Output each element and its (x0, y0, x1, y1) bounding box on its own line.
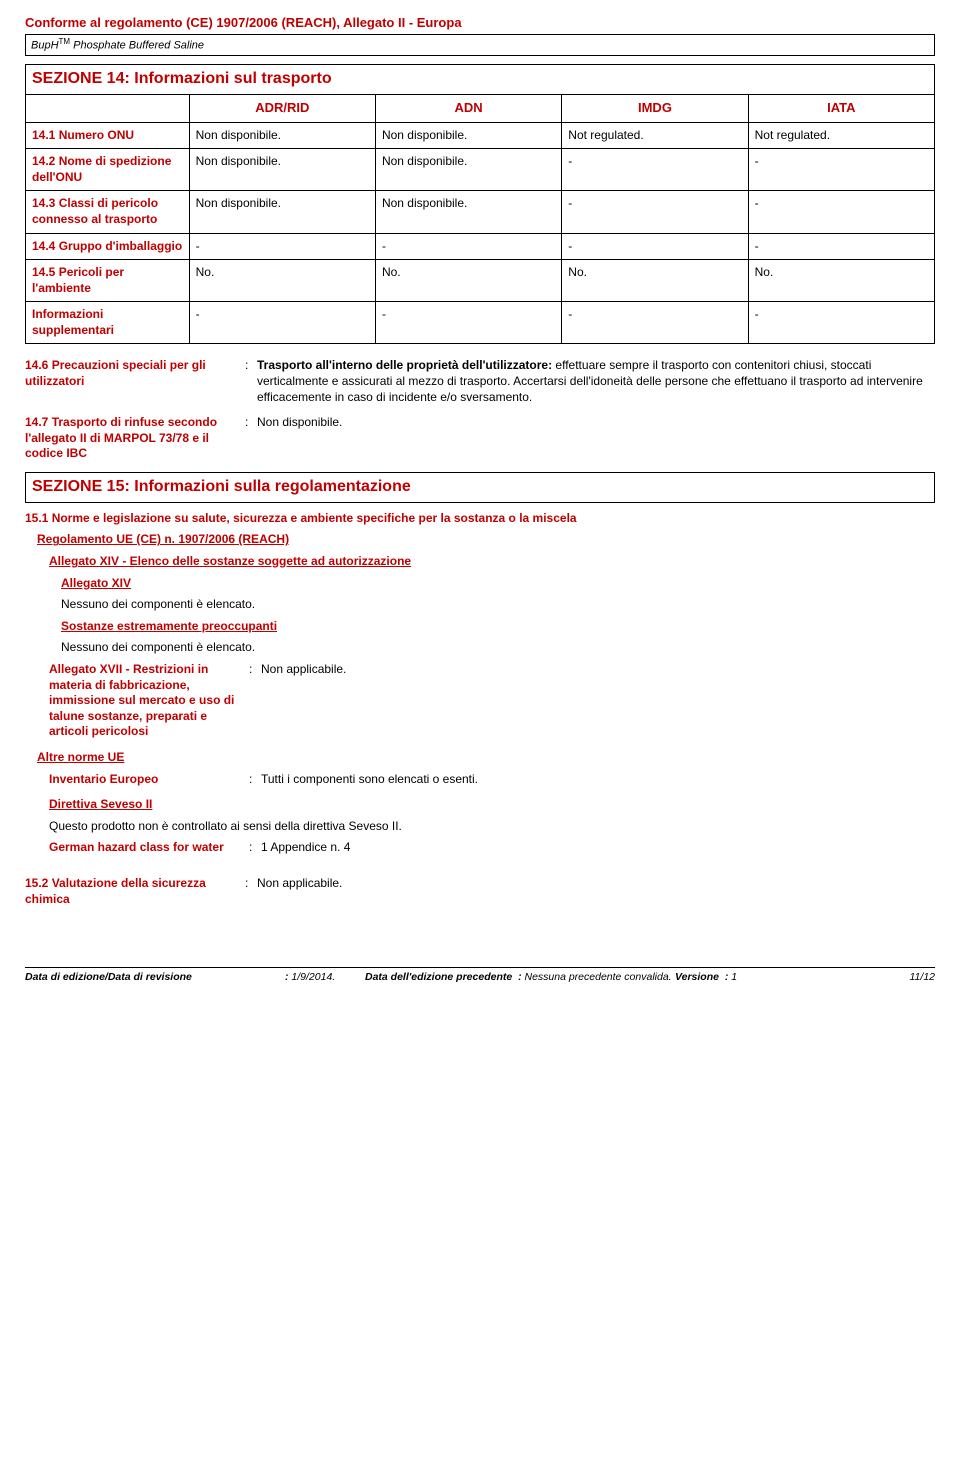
kv-value: Non disponibile. (257, 415, 935, 462)
page-footer: Data di edizione/Data di revisione : 1/9… (25, 967, 935, 985)
kv-colon: : (245, 876, 257, 907)
cell: No. (189, 260, 375, 302)
footer-val: Nessuna precedente convalida. (524, 971, 671, 983)
altre-norme-ue: Altre norme UE (37, 750, 935, 766)
allegato-17-label: Allegato XVII - Restrizioni in materia d… (49, 662, 234, 738)
cell: Non disponibile. (189, 122, 375, 149)
kv-label: Inventario Europeo (49, 772, 249, 788)
kv-colon: : (245, 415, 257, 462)
footer-version: Versione : 1 (675, 971, 815, 985)
seveso-text: Questo prodotto non è controllato ai sen… (49, 819, 935, 835)
kv-14-6: 14.6 Precauzioni speciali per gli utiliz… (25, 358, 935, 405)
footer-date-value: : 1/9/2014. (285, 971, 365, 985)
kv-15-2: 15.2 Valutazione della sicurezza chimica… (25, 876, 935, 907)
table-row: 14.5 Pericoli per l'ambiente No. No. No.… (26, 260, 935, 302)
cell: - (189, 233, 375, 260)
product-name-box: BupHTM Phosphate Buffered Saline (25, 34, 935, 56)
th-imdg: IMDG (562, 94, 748, 122)
row-label: 14.1 Numero ONU (26, 122, 190, 149)
footer-label: Versione (675, 971, 719, 983)
kv-label: 14.7 Trasporto di rinfuse secondo l'alle… (25, 415, 245, 462)
footer-edition-date: Data di edizione/Data di revisione (25, 971, 285, 985)
kv-label: German hazard class for water (49, 840, 249, 856)
row-label: 14.3 Classi di pericolo connesso al tras… (26, 191, 190, 233)
kv-colon: : (249, 662, 261, 740)
table-header-row: ADR/RID ADN IMDG IATA (26, 94, 935, 122)
footer-page: 11/12 (815, 971, 935, 985)
kv-allegato-17: Allegato XVII - Restrizioni in materia d… (49, 662, 935, 740)
product-suffix: Phosphate Buffered Saline (70, 40, 204, 52)
section-14-title: SEZIONE 14: Informazioni sul trasporto (25, 64, 935, 94)
cell: Not regulated. (748, 122, 934, 149)
row-label: 14.5 Pericoli per l'ambiente (26, 260, 190, 302)
cell: - (748, 149, 934, 191)
footer-val: 1 (731, 971, 737, 983)
kv-german: German hazard class for water : 1 Append… (49, 840, 935, 856)
th-adr: ADR/RID (189, 94, 375, 122)
th-iata: IATA (748, 94, 934, 122)
kv-label: 15.2 Valutazione della sicurezza chimica (25, 876, 245, 907)
th-blank (26, 94, 190, 122)
kv-value: Tutti i componenti sono elencati o esent… (261, 772, 935, 788)
reg-ue-link: Regolamento UE (CE) n. 1907/2006 (REACH) (37, 532, 935, 548)
cell: - (562, 149, 748, 191)
cell: Non disponibile. (375, 191, 561, 233)
footer-label: Data di edizione/Data di revisione (25, 971, 192, 983)
row-label: 14.2 Nome di spedizione dell'ONU (26, 149, 190, 191)
kv-colon: : (245, 358, 257, 405)
table-row: 14.4 Gruppo d'imballaggio - - - - (26, 233, 935, 260)
kv-colon: : (249, 772, 261, 788)
table-row: 14.1 Numero ONU Non disponibile. Non dis… (26, 122, 935, 149)
cell: Non disponibile. (189, 149, 375, 191)
nessuno-1: Nessuno dei componenti è elencato. (61, 597, 935, 613)
kv-value: Non applicabile. (261, 662, 935, 740)
kv-14-7: 14.7 Trasporto di rinfuse secondo l'alle… (25, 415, 935, 462)
sostanze-preoccupanti: Sostanze estremamente preoccupanti (61, 619, 935, 635)
cell: No. (562, 260, 748, 302)
allegato-14-list: Allegato XIV - Elenco delle sostanze sog… (49, 554, 935, 570)
footer-val: 1/9/2014. (291, 971, 335, 983)
table-row: 14.2 Nome di spedizione dell'ONU Non dis… (26, 149, 935, 191)
footer-label: Data dell'edizione precedente (365, 971, 512, 983)
kv-label: Allegato XVII - Restrizioni in materia d… (49, 662, 249, 740)
table-row: Informazioni supplementari - - - - (26, 302, 935, 344)
row-label: 14.4 Gruppo d'imballaggio (26, 233, 190, 260)
cell: - (748, 191, 934, 233)
nessuno-2: Nessuno dei componenti è elencato. (61, 640, 935, 656)
kv-inventario: Inventario Europeo : Tutti i componenti … (49, 772, 935, 788)
cell: - (375, 233, 561, 260)
transport-table: ADR/RID ADN IMDG IATA 14.1 Numero ONU No… (25, 94, 935, 345)
kv-colon: : (249, 840, 261, 856)
footer-prev-edition: Data dell'edizione precedente : Nessuna … (365, 971, 675, 985)
cell: Non disponibile. (189, 191, 375, 233)
cell: - (748, 302, 934, 344)
cell: - (189, 302, 375, 344)
sub-15-1: 15.1 Norme e legislazione su salute, sic… (25, 511, 935, 527)
compliance-header: Conforme al regolamento (CE) 1907/2006 (… (25, 15, 935, 32)
cell: - (375, 302, 561, 344)
cell: - (748, 233, 934, 260)
allegato-14: Allegato XIV (61, 576, 935, 592)
cell: Not regulated. (562, 122, 748, 149)
cell: - (562, 302, 748, 344)
th-adn: ADN (375, 94, 561, 122)
direttiva-seveso: Direttiva Seveso II (49, 797, 935, 813)
product-tm: TM (59, 37, 71, 46)
bold-lead: Trasporto all'interno delle proprietà de… (257, 358, 552, 372)
cell: No. (748, 260, 934, 302)
kv-label: 14.6 Precauzioni speciali per gli utiliz… (25, 358, 245, 405)
section-15-title: SEZIONE 15: Informazioni sulla regolamen… (25, 472, 935, 503)
kv-value: Non applicabile. (257, 876, 935, 907)
row-label: Informazioni supplementari (26, 302, 190, 344)
kv-value: 1 Appendice n. 4 (261, 840, 935, 856)
table-row: 14.3 Classi di pericolo connesso al tras… (26, 191, 935, 233)
cell: - (562, 233, 748, 260)
kv-value: Trasporto all'interno delle proprietà de… (257, 358, 935, 405)
cell: No. (375, 260, 561, 302)
product-prefix: BupH (31, 40, 59, 52)
cell: Non disponibile. (375, 149, 561, 191)
cell: - (562, 191, 748, 233)
cell: Non disponibile. (375, 122, 561, 149)
